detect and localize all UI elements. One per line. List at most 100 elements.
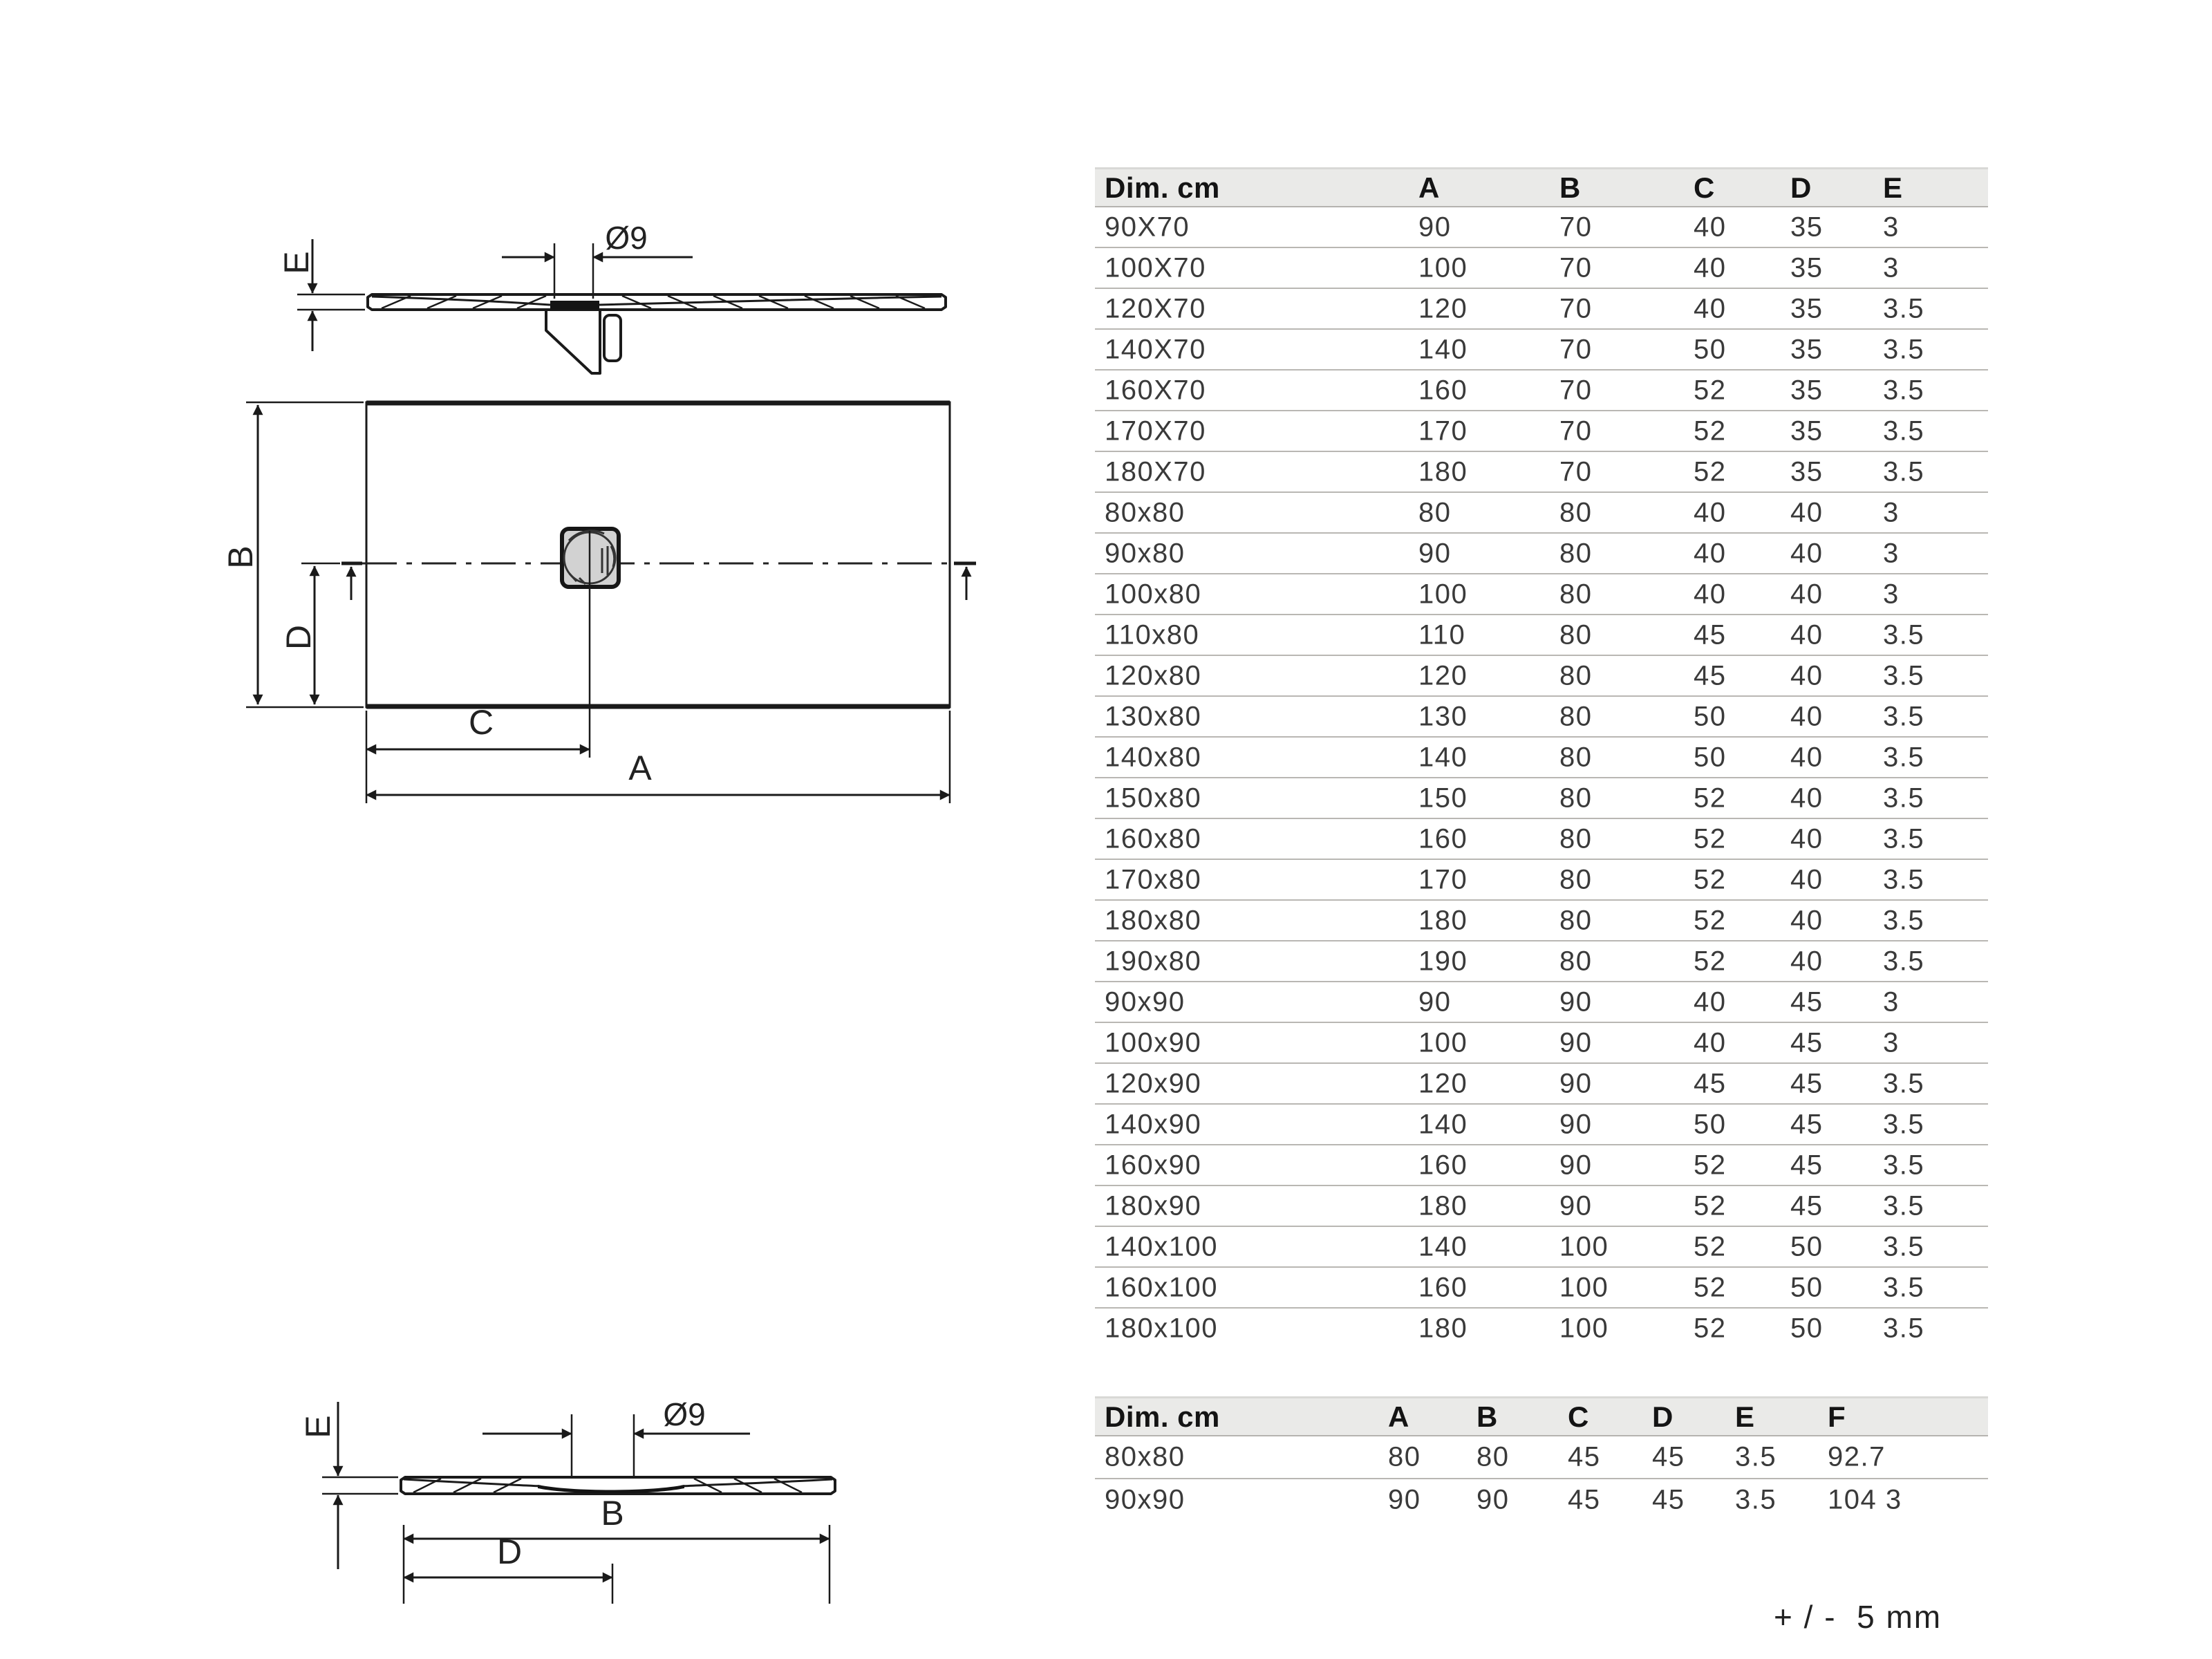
table-row: 100x80 100 80 40 40 3 — [1095, 574, 1988, 615]
value-cell: 40 — [1790, 619, 1824, 650]
value-cell: 3.5 — [1883, 1068, 1925, 1098]
value-cell: 52 — [1694, 375, 1727, 405]
value-cell: 3.5 — [1883, 1150, 1925, 1180]
value-cell: 130 — [1418, 701, 1468, 731]
value-cell: 90 — [1559, 1109, 1593, 1139]
value-cell: 3.5 — [1883, 946, 1925, 976]
value-cell: 40 — [1694, 579, 1727, 609]
value-cell: 80 — [1418, 497, 1452, 527]
value-cell: 3 — [1883, 212, 1900, 242]
plan-view: B D C A — [221, 400, 976, 803]
value-cell: 52 — [1694, 1313, 1727, 1343]
value-cell: 3.5 — [1883, 1313, 1925, 1343]
value-cell: 3.5 — [1883, 293, 1925, 324]
header-d: D — [1652, 1400, 1674, 1433]
value-cell: 100 — [1559, 1272, 1609, 1302]
value-cell: 3.5 — [1883, 864, 1925, 894]
value-cell: 52 — [1694, 905, 1727, 935]
dim-cell: 170x80 — [1105, 864, 1202, 894]
value-cell: 100 — [1418, 1027, 1468, 1058]
dim-label-side-width: B — [601, 1494, 624, 1533]
table-row: 110x80 110 80 45 40 3.5 — [1095, 615, 1988, 656]
table-row: 80x80 80 80 45 45 3.5 92.7 — [1095, 1436, 1988, 1479]
value-cell: 52 — [1694, 823, 1727, 854]
value-cell: 40 — [1790, 905, 1824, 935]
value-cell: 180 — [1418, 1313, 1468, 1343]
value-cell: 3.5 — [1883, 701, 1925, 731]
value-cell: 3.5 — [1883, 1190, 1925, 1221]
value-cell: 3.5 — [1883, 1109, 1925, 1139]
header-c: C — [1568, 1400, 1589, 1433]
value-cell: 45 — [1652, 1441, 1685, 1472]
value-cell: 80 — [1559, 497, 1593, 527]
value-cell: 52 — [1694, 1190, 1727, 1221]
table-row: 90x80 90 80 40 40 3 — [1095, 534, 1988, 574]
table-row: 180x90 180 90 52 45 3.5 — [1095, 1186, 1988, 1227]
dim-cell: 160x100 — [1105, 1272, 1218, 1302]
value-cell: 100 — [1418, 579, 1468, 609]
value-cell: 140 — [1418, 334, 1468, 364]
value-cell: 45 — [1652, 1484, 1685, 1515]
table-row: 150x80 150 80 52 40 3.5 — [1095, 778, 1988, 819]
dim-cell: 100X70 — [1105, 252, 1206, 283]
value-cell: 3 — [1883, 986, 1900, 1017]
value-cell: 35 — [1790, 252, 1824, 283]
table-row: 170X70 170 70 52 35 3.5 — [1095, 411, 1988, 452]
table-row: 120X70 120 70 40 35 3.5 — [1095, 289, 1988, 330]
value-cell: 70 — [1559, 375, 1593, 405]
dim-cell: 180x100 — [1105, 1313, 1218, 1343]
top-section-view: E Ø9 — [277, 220, 947, 375]
dim-cell: 80x80 — [1105, 1441, 1185, 1472]
value-cell: 190 — [1418, 946, 1468, 976]
value-cell: 45 — [1790, 1109, 1824, 1139]
value-cell: 50 — [1694, 701, 1727, 731]
value-cell: 100 — [1559, 1231, 1609, 1262]
header-a: A — [1418, 171, 1440, 204]
value-cell: 50 — [1790, 1231, 1824, 1262]
value-cell: 80 — [1559, 660, 1593, 691]
value-cell: 180 — [1418, 905, 1468, 935]
value-cell: 120 — [1418, 660, 1468, 691]
value-cell: 3.5 — [1735, 1441, 1777, 1472]
value-cell: 90 — [1559, 1150, 1593, 1180]
table-row: 140x90 140 90 50 45 3.5 — [1095, 1105, 1988, 1145]
value-cell: 45 — [1790, 1190, 1824, 1221]
value-cell: 140 — [1418, 1109, 1468, 1139]
value-cell: 40 — [1790, 946, 1824, 976]
value-cell: 100 — [1559, 1313, 1609, 1343]
dim-cell: 110x80 — [1105, 619, 1200, 650]
square-table-body: 80x80 80 80 45 45 3.5 92.7 90x90 90 90 45 45 3.5 104 … — [1095, 1436, 1988, 1521]
value-cell: 3.5 — [1883, 742, 1925, 772]
table-row: 100X70 100 70 40 35 3 — [1095, 248, 1988, 289]
dim-label-drain-diameter-bottom: Ø9 — [663, 1396, 705, 1432]
value-cell: 45 — [1694, 619, 1727, 650]
value-cell: 45 — [1790, 986, 1824, 1017]
value-cell: 90 — [1418, 538, 1452, 568]
table-row: 140x100 140 100 52 50 3.5 — [1095, 1227, 1988, 1268]
value-cell: 40 — [1790, 538, 1824, 568]
value-cell: 3.5 — [1883, 334, 1925, 364]
value-cell: 45 — [1790, 1068, 1824, 1098]
dim-label-side-drain-offset: D — [497, 1533, 522, 1571]
dim-cell: 90x90 — [1105, 986, 1185, 1017]
value-cell: 90 — [1418, 212, 1452, 242]
value-cell: 90 — [1559, 986, 1593, 1017]
value-cell: 180 — [1418, 1190, 1468, 1221]
dim-cell: 80x80 — [1105, 497, 1185, 527]
value-cell: 140 — [1418, 742, 1468, 772]
value-cell: 80 — [1559, 905, 1593, 935]
value-cell: 45 — [1694, 660, 1727, 691]
value-cell: 80 — [1477, 1441, 1510, 1472]
value-cell: 80 — [1559, 864, 1593, 894]
dim-cell: 90x80 — [1105, 538, 1185, 568]
value-cell: 80 — [1559, 701, 1593, 731]
value-cell: 160 — [1418, 1272, 1468, 1302]
value-cell: 80 — [1559, 579, 1593, 609]
value-cell: 3.5 — [1883, 1231, 1925, 1262]
value-cell: 35 — [1790, 415, 1824, 446]
value-cell: 70 — [1559, 212, 1593, 242]
header-b: B — [1559, 171, 1581, 204]
dim-cell: 140x80 — [1105, 742, 1202, 772]
